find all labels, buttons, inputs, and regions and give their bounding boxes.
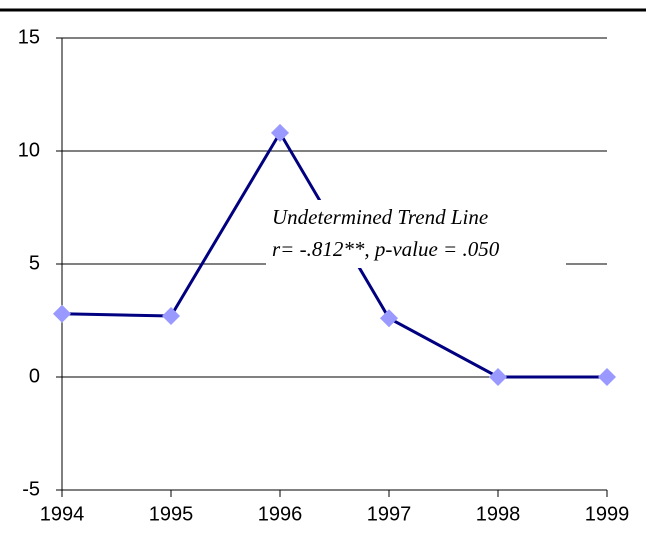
data-point xyxy=(53,304,71,323)
annotation-box xyxy=(266,200,566,268)
data-point xyxy=(598,368,616,386)
y-tick-label: -5 xyxy=(22,478,40,500)
data-point xyxy=(162,306,180,325)
data-point xyxy=(380,309,398,328)
x-tick-label: 1998 xyxy=(476,503,521,525)
x-tick-label: 1995 xyxy=(149,503,194,525)
annotation: Undetermined Trend Line xyxy=(272,205,488,229)
x-tick-label: 1997 xyxy=(367,503,412,525)
x-tick-label: 1996 xyxy=(258,503,303,525)
y-tick-label: 5 xyxy=(29,252,40,274)
x-tick-label: 1994 xyxy=(40,503,85,525)
y-tick-label: 10 xyxy=(18,139,40,161)
x-tick-label: 1999 xyxy=(585,503,630,525)
y-tick-label: 15 xyxy=(18,26,40,48)
data-point xyxy=(489,368,507,386)
data-point xyxy=(271,123,289,142)
y-tick-label: 0 xyxy=(29,365,40,387)
annotation: r= -.812**, p-value = .050 xyxy=(272,237,500,261)
